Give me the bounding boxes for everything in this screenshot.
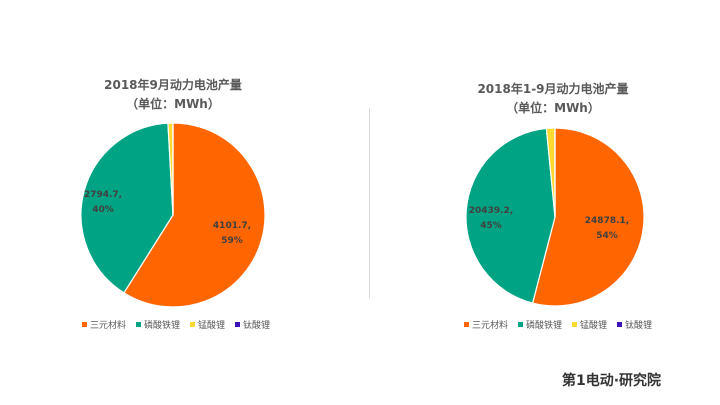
legend-label: 钛酸锂 [625, 321, 653, 331]
legend-item: 三元材料 [464, 318, 508, 331]
pie-slice-2-2 [465, 127, 556, 304]
chart1-legend: 三元材料 磷酸铁锂 锰酸锂 钛酸锂 [82, 318, 270, 331]
data-label: 20439.2, [469, 206, 513, 216]
divider [369, 108, 370, 298]
legend-label: 三元材料 [90, 321, 127, 331]
legend-swatch [572, 322, 578, 327]
logo: 第1电动·研究院 [562, 370, 661, 390]
pie-slice-2-1 [531, 127, 645, 307]
legend-swatch [190, 322, 196, 327]
chart1-title: 2018年9月动力电池产量 （单位：MWh） [23, 76, 323, 114]
legend-swatch [617, 322, 623, 327]
legend-label: 锰酸锂 [198, 321, 226, 331]
chart1-title-text: 2018年9月动力电池产量 [104, 78, 242, 92]
chart2-title: 2018年1-9月动力电池产量 （单位：MWh） [403, 80, 703, 118]
data-label: 54% [596, 231, 618, 241]
legend-label: 锰酸锂 [580, 321, 608, 331]
legend-swatch [82, 322, 87, 327]
data-label: 4101.7, [213, 221, 251, 231]
pie-slice-1-2 [80, 122, 174, 294]
chart1-subtitle: （单位：MWh） [126, 97, 220, 111]
chart2-title-text: 2018年1-9月动力电池产量 [477, 82, 629, 96]
chart2-legend: 三元材料 磷酸铁锂 锰酸锂 钛酸锂 [464, 318, 652, 331]
legend-swatch [518, 322, 524, 327]
legend-item: 磷酸铁锂 [518, 318, 562, 331]
legend-label: 磷酸铁锂 [526, 321, 563, 331]
legend-label: 磷酸铁锂 [144, 321, 181, 331]
legend-swatch [235, 322, 241, 327]
legend-item: 锰酸锂 [190, 318, 225, 331]
data-label: 45% [480, 221, 502, 231]
pie-slice-1-1 [123, 122, 266, 308]
legend-item: 钛酸锂 [617, 318, 652, 331]
data-label: 2794.7, [84, 190, 122, 200]
legend-label: 钛酸锂 [243, 321, 271, 331]
logo-text: 第1电动·研究院 [562, 373, 662, 389]
chart2-subtitle: （单位：MWh） [506, 101, 600, 115]
legend-item: 钛酸锂 [235, 318, 270, 331]
data-label: 24878.1, [585, 216, 629, 226]
data-label: 59% [221, 236, 243, 246]
legend-swatch [136, 322, 142, 327]
data-label: 40% [92, 205, 114, 215]
legend-item: 磷酸铁锂 [136, 318, 180, 331]
legend-label: 三元材料 [472, 321, 509, 331]
legend-item: 三元材料 [82, 318, 126, 331]
legend-item: 锰酸锂 [572, 318, 607, 331]
legend-swatch [464, 322, 469, 327]
